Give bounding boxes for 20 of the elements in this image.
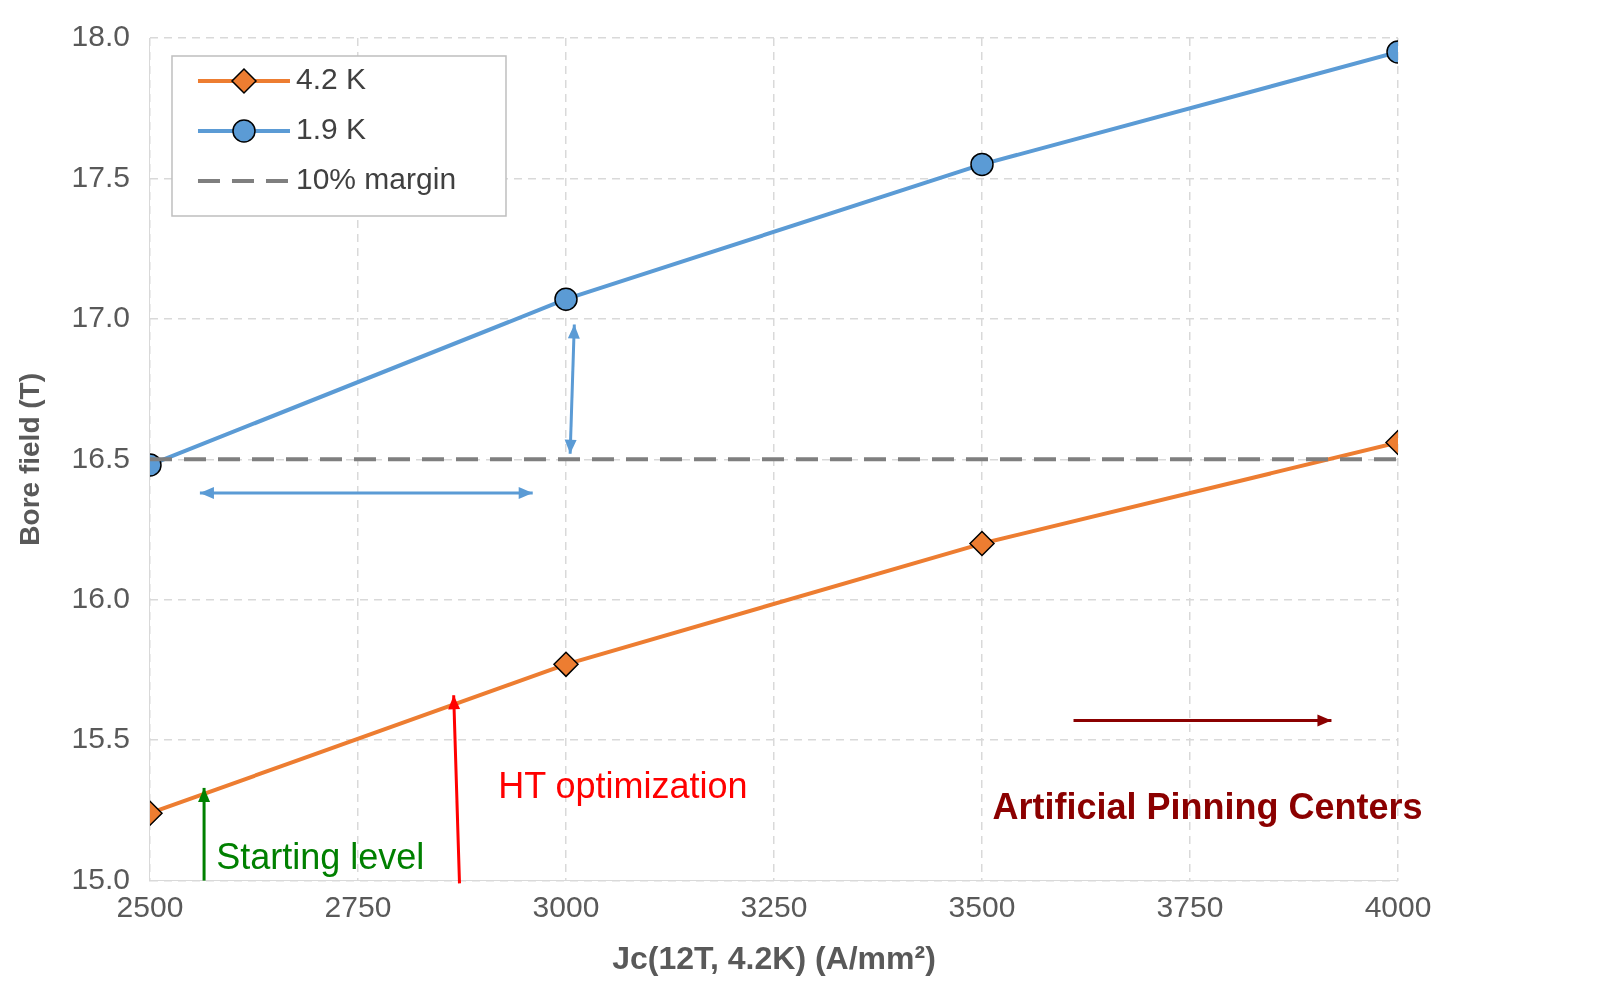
y-tick-label: 16.0 — [71, 581, 130, 614]
x-tick-label: 3250 — [740, 889, 808, 923]
annotation: Starting level — [216, 836, 425, 878]
annotation: Artificial Pinning Centers — [992, 785, 1423, 827]
y-tick-label: 17.5 — [71, 159, 130, 193]
x-tick-label: 3000 — [532, 889, 600, 923]
y-tick-label: 15.5 — [71, 721, 130, 755]
legend-label: 4.2 K — [295, 62, 367, 96]
y-tick-label: 18.0 — [71, 19, 130, 53]
x-tick-label: 3750 — [1156, 889, 1224, 923]
x-tick-label: 4000 — [1364, 889, 1432, 923]
y-tick-label: 16.5 — [71, 440, 130, 474]
x-tick-label: 2750 — [324, 889, 392, 923]
y-axis-title: Bore field (T) — [13, 372, 45, 546]
legend-label: 1.9 K — [295, 112, 367, 146]
x-tick-label: 3500 — [948, 889, 1016, 923]
legend-label: 10% margin — [295, 162, 457, 196]
annotation: HT optimization — [498, 764, 748, 806]
x-axis-title: Jc(12T, 4.2K) (A/mm²) — [612, 939, 936, 976]
y-tick-label: 17.0 — [71, 300, 130, 334]
